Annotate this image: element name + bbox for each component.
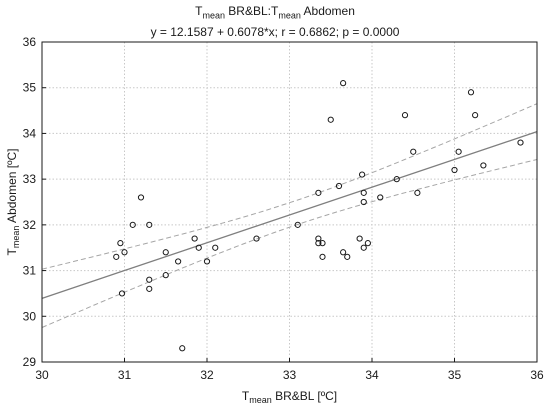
data-point [162,272,169,279]
chart-title: Tmean BR&BL:Tmean Abdomen y = 12.1587 + … [0,3,550,41]
data-point [253,235,260,242]
data-point [335,182,343,190]
data-point [294,221,301,228]
x-tick-label: 36 [530,368,544,382]
chart-title-main: Tmean BR&BL:Tmean Abdomen [195,4,355,21]
data-point [121,249,128,256]
y-tick-label: 36 [23,35,37,49]
data-point [414,189,421,196]
data-point [146,276,153,283]
y-tick-label: 34 [23,126,37,140]
x-tick-label: 30 [35,368,49,382]
x-tick-label: 31 [118,368,132,382]
data-point [137,194,145,201]
data-point [356,235,363,242]
data-point [517,139,524,146]
grid-layer [41,41,538,363]
data-point [340,80,347,87]
data-point [344,253,351,260]
data-point [203,258,211,265]
data-point [113,253,120,260]
data-point [359,171,366,178]
plot-frame [41,41,538,363]
data-point [175,258,182,265]
data-point [146,221,153,228]
y-tick-label: 31 [23,264,37,278]
x-axis-label: Tmean BR&BL [ºC] [242,389,337,405]
data-point [319,253,326,260]
data-point [129,221,136,228]
data-point [377,194,384,201]
x-tick-labels: 30 31 32 33 34 35 36 [35,368,544,382]
data-point [340,249,347,256]
y-tick-labels: 29 30 31 32 33 34 35 36 [23,35,37,369]
data-point [212,244,219,251]
y-tick-label: 35 [23,81,37,95]
data-point [191,235,198,242]
data-point [118,290,126,297]
data-point [393,176,400,183]
data-point [315,235,322,242]
data-point [315,240,322,247]
x-tick-label: 35 [448,368,462,382]
data-point [472,112,479,119]
y-tick-label: 32 [23,218,37,232]
data-points-layer [113,80,524,352]
data-point [364,240,371,247]
data-point [467,89,475,96]
x-tick-label: 34 [365,368,379,382]
data-point [360,189,367,196]
data-point [360,244,367,251]
data-point [162,249,169,256]
y-tick-label: 29 [23,355,37,369]
data-point [195,244,202,251]
x-tick-label: 33 [283,368,297,382]
data-point [146,285,153,292]
data-point [327,116,334,123]
chart-subtitle: y = 12.1587 + 0.6078*x; r = 0.6862; p = … [150,25,400,40]
y-tick-label: 33 [23,172,37,186]
regression-line [41,131,538,299]
data-point [455,148,462,155]
data-point [451,166,458,174]
data-point [319,240,326,247]
data-point [410,148,417,155]
data-point [117,240,124,247]
data-point [360,198,367,206]
confidence-band-upper [41,103,538,270]
data-point [315,189,322,196]
data-point [401,112,409,119]
data-point [480,162,487,169]
regression-line-layer [41,131,538,299]
y-axis-label: Tmean Abdomen [ºC] [5,149,21,256]
y-tick-label: 30 [23,309,37,323]
x-tick-label: 32 [200,368,214,382]
data-point [179,345,186,352]
